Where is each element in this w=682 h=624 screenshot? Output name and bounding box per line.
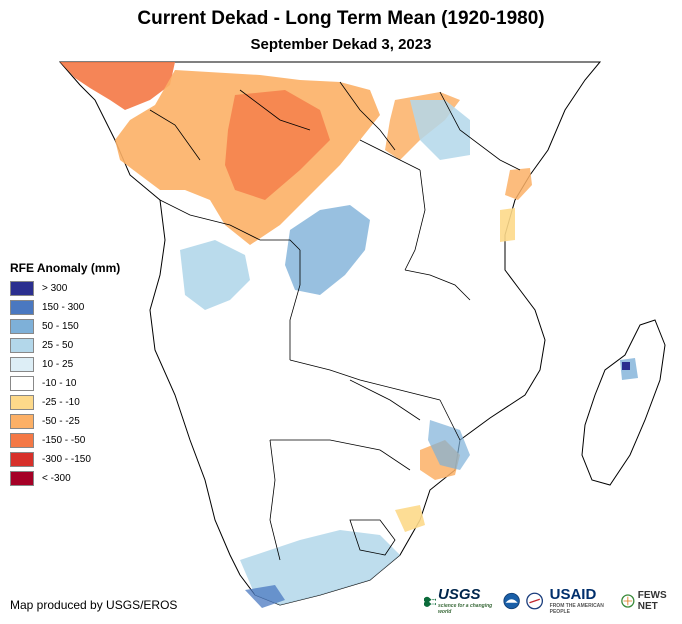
wet-anomaly-mozambique [428, 420, 470, 470]
legend-label: 10 - 25 [42, 359, 74, 370]
wet-anomaly-cape [245, 585, 285, 608]
legend-label: -10 - 10 [42, 378, 77, 389]
legend-swatch [10, 376, 34, 391]
dry-anomaly-core [225, 90, 330, 200]
dry-anomaly-northwest [60, 62, 175, 110]
legend: RFE Anomaly (mm) > 300 150 - 300 50 - 150 2… [10, 261, 120, 488]
legend-swatch [10, 433, 34, 448]
madagascar-outline [581, 319, 666, 486]
country-borders [149, 81, 521, 561]
legend-swatch [10, 281, 34, 296]
legend-item: -150 - -50 [10, 431, 120, 450]
legend-swatch [10, 395, 34, 410]
legend-label: -50 - -25 [42, 416, 80, 427]
dry-anomaly-coast-tanzania [500, 208, 515, 242]
legend-item: 25 - 50 [10, 336, 120, 355]
fewsnet-logo: FEWS NET [621, 590, 682, 612]
fewsnet-label: FEWS NET [637, 589, 667, 612]
usaid-tagline: FROM THE AMERICAN PEOPLE [549, 603, 604, 615]
usaid-logo: USAID FROM THE AMERICAN PEOPLE [550, 586, 615, 615]
legend-label: -300 - -150 [42, 454, 91, 465]
map-title: Current Dekad - Long Term Mean (1920-198… [137, 8, 545, 29]
dry-anomaly-swaziland [395, 505, 425, 532]
legend-item: 50 - 150 [10, 317, 120, 336]
wet-anomaly-angola-north [180, 240, 250, 310]
legend-item: < -300 [10, 469, 120, 488]
nasa-logo-icon [526, 592, 544, 609]
usgs-label: USGS [438, 586, 481, 603]
anomaly-map [58, 61, 666, 608]
legend-item: 10 - 25 [10, 355, 120, 374]
madagascar-heavy-rain-cell [622, 362, 630, 370]
legend-item: 150 - 300 [10, 298, 120, 317]
usaid-label: USAID [549, 586, 597, 603]
noaa-logo-icon [503, 592, 520, 609]
wet-anomaly-great-lakes [410, 100, 470, 160]
legend-label: -25 - -10 [42, 397, 80, 408]
legend-label: -150 - -50 [42, 435, 86, 446]
wet-anomaly-congo [285, 205, 370, 295]
legend-label: > 300 [42, 283, 68, 294]
legend-title: RFE Anomaly (mm) [10, 261, 121, 275]
legend-item: -50 - -25 [10, 412, 120, 431]
legend-item: -300 - -150 [10, 450, 120, 469]
legend-swatch [10, 414, 34, 429]
dry-anomaly-coast-kenya [505, 168, 532, 200]
legend-label: 50 - 150 [42, 321, 79, 332]
legend-label: 25 - 50 [42, 340, 74, 351]
legend-swatch [10, 471, 34, 486]
usgs-logo: USGS science for a changing world [424, 586, 497, 615]
legend-swatch [10, 319, 34, 334]
legend-rows: > 300 150 - 300 50 - 150 25 - 50 10 - 25 -10 … [10, 279, 120, 488]
legend-label: 150 - 300 [42, 302, 85, 313]
legend-swatch [10, 452, 34, 467]
legend-item: -25 - -10 [10, 393, 120, 412]
legend-swatch [10, 338, 34, 353]
fewsnet-globe-icon [621, 593, 635, 608]
legend-label: < -300 [42, 473, 71, 484]
usgs-tagline: science for a changing world [438, 603, 493, 615]
legend-swatch [10, 300, 34, 315]
legend-swatch [10, 357, 34, 372]
legend-item: > 300 [10, 279, 120, 298]
usgs-wave-icon [424, 596, 437, 607]
credit-text: Map produced by USGS/EROS [10, 598, 178, 612]
logo-bar: USGS science for a changing world USAID … [424, 586, 682, 615]
map-subtitle: September Dekad 3, 2023 [250, 36, 432, 53]
legend-item: -10 - 10 [10, 374, 120, 393]
anomaly-fields [60, 62, 532, 608]
